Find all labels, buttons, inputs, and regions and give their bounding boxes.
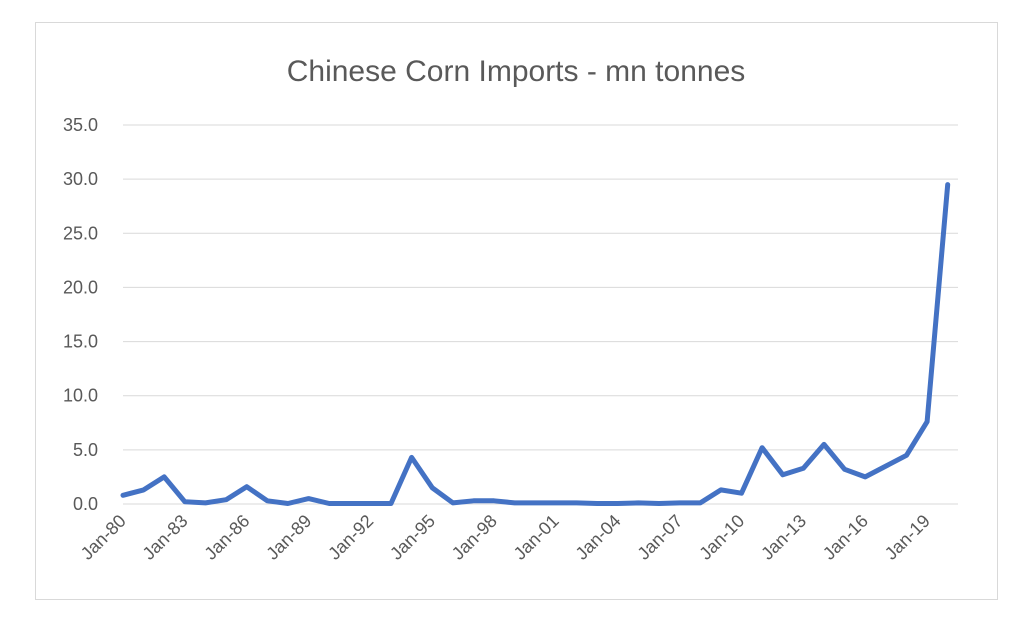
x-tick-label: Jan-92 xyxy=(324,511,377,564)
y-tick-label: 20.0 xyxy=(63,277,98,297)
x-tick-label: Jan-19 xyxy=(881,511,934,564)
series-layer xyxy=(120,182,951,506)
y-axis-ticks: 0.0 5.0 10.0 15.0 20.0 25.0 30.0 35.0 xyxy=(63,115,98,514)
x-tick-label: Jan-04 xyxy=(572,511,625,564)
y-tick-label: 15.0 xyxy=(63,332,98,352)
x-axis-ticks: Jan-80 Jan-83 Jan-86 Jan-89 Jan-92 Jan-95 Jan-… xyxy=(77,511,934,564)
x-tick-label: Jan-80 xyxy=(77,511,130,564)
chart-title: Chinese Corn Imports - mn tonnes xyxy=(287,55,746,88)
gridlines xyxy=(123,124,958,505)
x-tick-label: Jan-07 xyxy=(633,511,686,564)
y-tick-label: 0.0 xyxy=(73,494,98,514)
x-tick-label: Jan-01 xyxy=(510,511,563,564)
y-tick-label: 10.0 xyxy=(63,386,98,406)
y-tick-label: 35.0 xyxy=(63,115,98,135)
x-tick-label: Jan-95 xyxy=(386,511,439,564)
line-chart: Chinese Corn Imports - mn tonnes 0.0 5.0 1… xyxy=(63,55,958,564)
x-tick-label: Jan-13 xyxy=(757,511,810,564)
series-line xyxy=(120,182,951,506)
y-tick-label: 5.0 xyxy=(73,440,98,460)
y-tick-label: 25.0 xyxy=(63,223,98,243)
y-tick-label: 30.0 xyxy=(63,169,98,189)
x-tick-label: Jan-10 xyxy=(695,511,748,564)
x-tick-label: Jan-83 xyxy=(139,511,192,564)
x-tick-label: Jan-86 xyxy=(200,511,253,564)
x-tick-label: Jan-98 xyxy=(448,511,501,564)
x-tick-label: Jan-16 xyxy=(819,511,872,564)
chart-frame: Chinese Corn Imports - mn tonnes 0.0 5.0 1… xyxy=(35,22,998,600)
x-tick-label: Jan-89 xyxy=(262,511,315,564)
